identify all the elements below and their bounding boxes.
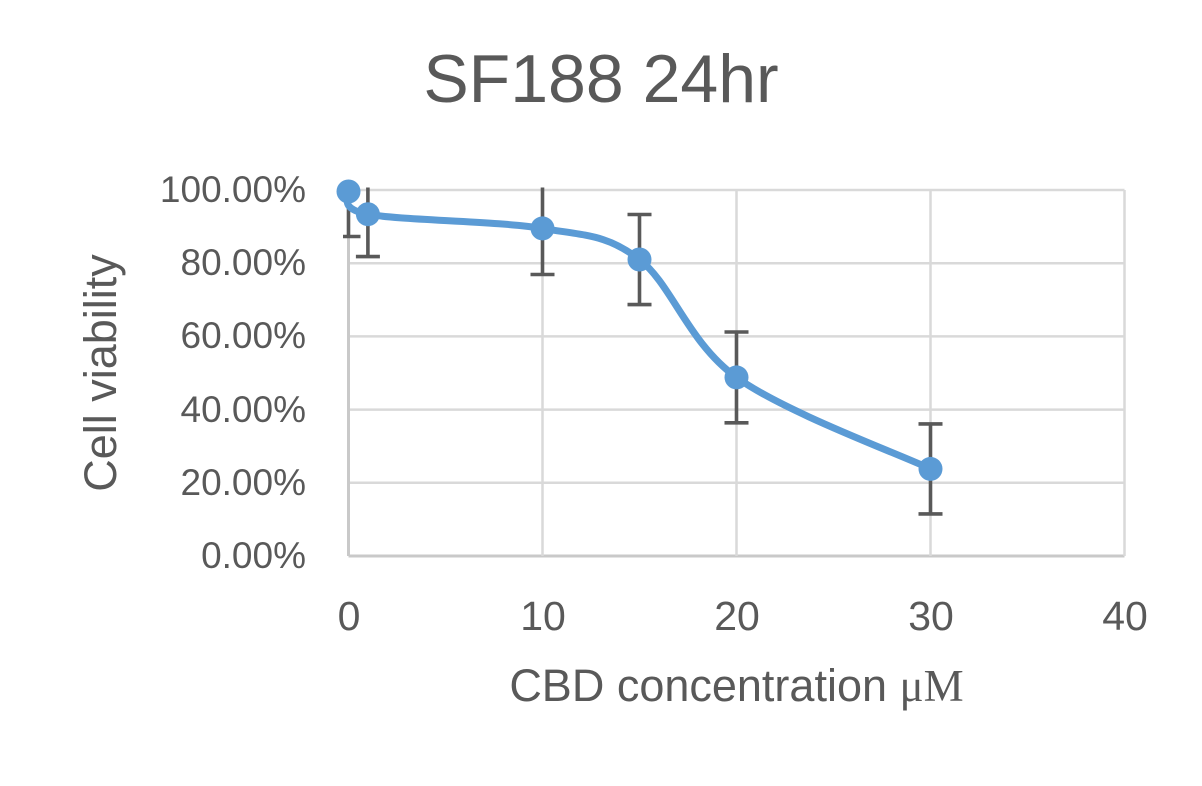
x-tick-label: 0 (337, 593, 361, 639)
y-tick-label: 40.00% (180, 389, 307, 430)
x-axis-title: CBD concentration μM (348, 660, 1125, 712)
y-tick-label: 100.00% (159, 169, 306, 210)
error-bars (343, 187, 943, 516)
data-point-marker (355, 202, 380, 227)
y-tick-label: 80.00% (180, 242, 307, 283)
x-tick-label: 20 (714, 593, 760, 639)
x-tick-label: 40 (1102, 593, 1148, 639)
data-point-marker (336, 179, 361, 204)
y-tick-label: 20.00% (180, 462, 307, 503)
y-tick-label: 0.00% (201, 535, 306, 576)
data-point-marker (918, 456, 943, 481)
x-tick-label: 30 (908, 593, 954, 639)
data-point-marker (724, 365, 749, 390)
data-point-marker (627, 247, 652, 272)
x-tick-label: 10 (520, 593, 566, 639)
y-tick-label: 60.00% (180, 315, 307, 356)
chart-title: SF188 24hr (423, 41, 779, 117)
x-axis-title-text: CBD concentration (509, 660, 888, 711)
data-point-marker (530, 216, 555, 241)
x-axis-unit: μM (899, 661, 964, 711)
